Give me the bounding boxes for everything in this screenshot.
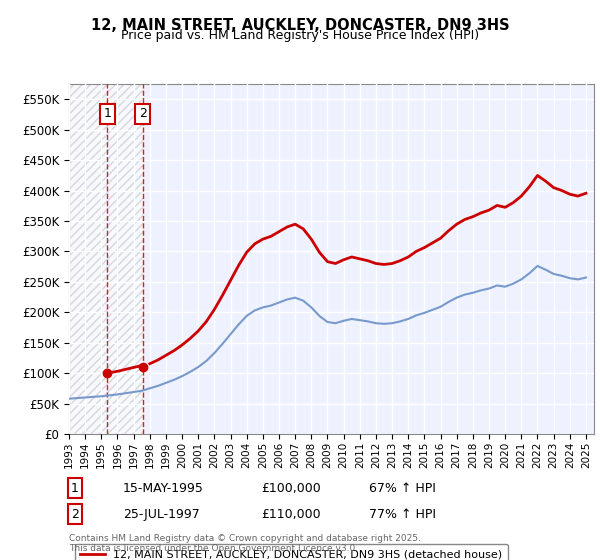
Text: £100,000: £100,000	[261, 482, 321, 495]
Text: 1: 1	[103, 108, 111, 120]
Bar	[69, 84, 143, 434]
Text: Price paid vs. HM Land Registry's House Price Index (HPI): Price paid vs. HM Land Registry's House …	[121, 29, 479, 42]
Text: 1: 1	[71, 482, 79, 495]
Text: 25-JUL-1997: 25-JUL-1997	[123, 507, 200, 521]
Text: 67% ↑ HPI: 67% ↑ HPI	[369, 482, 436, 495]
Text: 15-MAY-1995: 15-MAY-1995	[123, 482, 204, 495]
Text: 2: 2	[139, 108, 146, 120]
Text: Contains HM Land Registry data © Crown copyright and database right 2025.
This d: Contains HM Land Registry data © Crown c…	[69, 534, 421, 553]
Text: 77% ↑ HPI: 77% ↑ HPI	[369, 507, 436, 521]
Text: 2: 2	[71, 507, 79, 521]
Legend: 12, MAIN STREET, AUCKLEY, DONCASTER, DN9 3HS (detached house), HPI: Average pric: 12, MAIN STREET, AUCKLEY, DONCASTER, DN9…	[74, 544, 508, 560]
Text: £110,000: £110,000	[261, 507, 320, 521]
Text: 12, MAIN STREET, AUCKLEY, DONCASTER, DN9 3HS: 12, MAIN STREET, AUCKLEY, DONCASTER, DN9…	[91, 18, 509, 33]
